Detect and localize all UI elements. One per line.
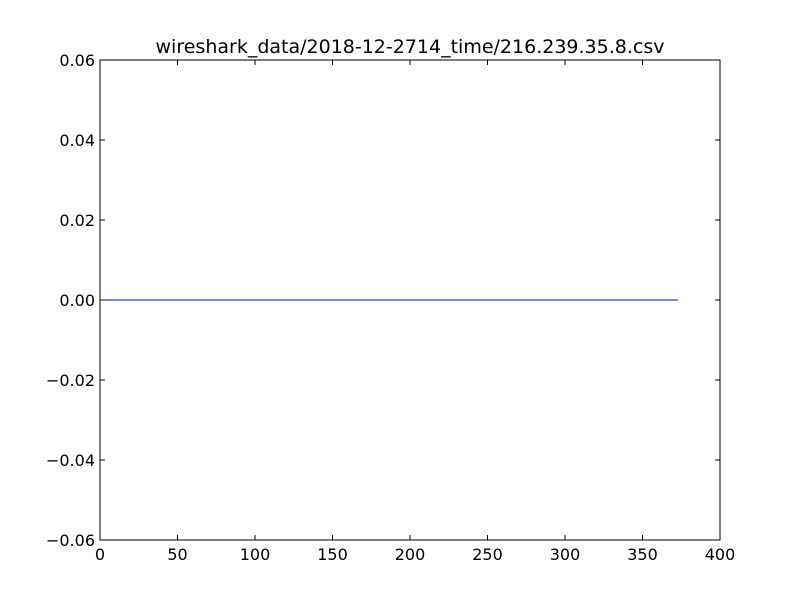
x-tick-label: 50 xyxy=(167,545,187,564)
ticks-layer: 0 50 100 150 200 250 300 350 400 −0.06 −0.04 −0.02 0… xyxy=(46,51,735,564)
y-tick-label: −0.06 xyxy=(46,531,95,550)
x-tick-label: 350 xyxy=(627,545,658,564)
chart-title: wireshark_data/2018-12-2714_time/216.239… xyxy=(156,36,665,58)
x-tick-label: 0 xyxy=(95,545,105,564)
y-tick-label: 0.02 xyxy=(59,211,95,230)
y-tick-label: 0.04 xyxy=(59,131,95,150)
y-tick-label: −0.04 xyxy=(46,451,95,470)
y-tick-label: 0.06 xyxy=(59,51,95,70)
x-tick-label: 400 xyxy=(705,545,736,564)
x-tick-label: 200 xyxy=(395,545,426,564)
x-tick-label: 150 xyxy=(317,545,348,564)
y-tick-label: −0.02 xyxy=(46,371,95,390)
y-tick-label: 0.00 xyxy=(59,291,95,310)
x-tick-label: 100 xyxy=(240,545,271,564)
x-tick-label: 250 xyxy=(472,545,503,564)
x-tick-label: 300 xyxy=(550,545,581,564)
